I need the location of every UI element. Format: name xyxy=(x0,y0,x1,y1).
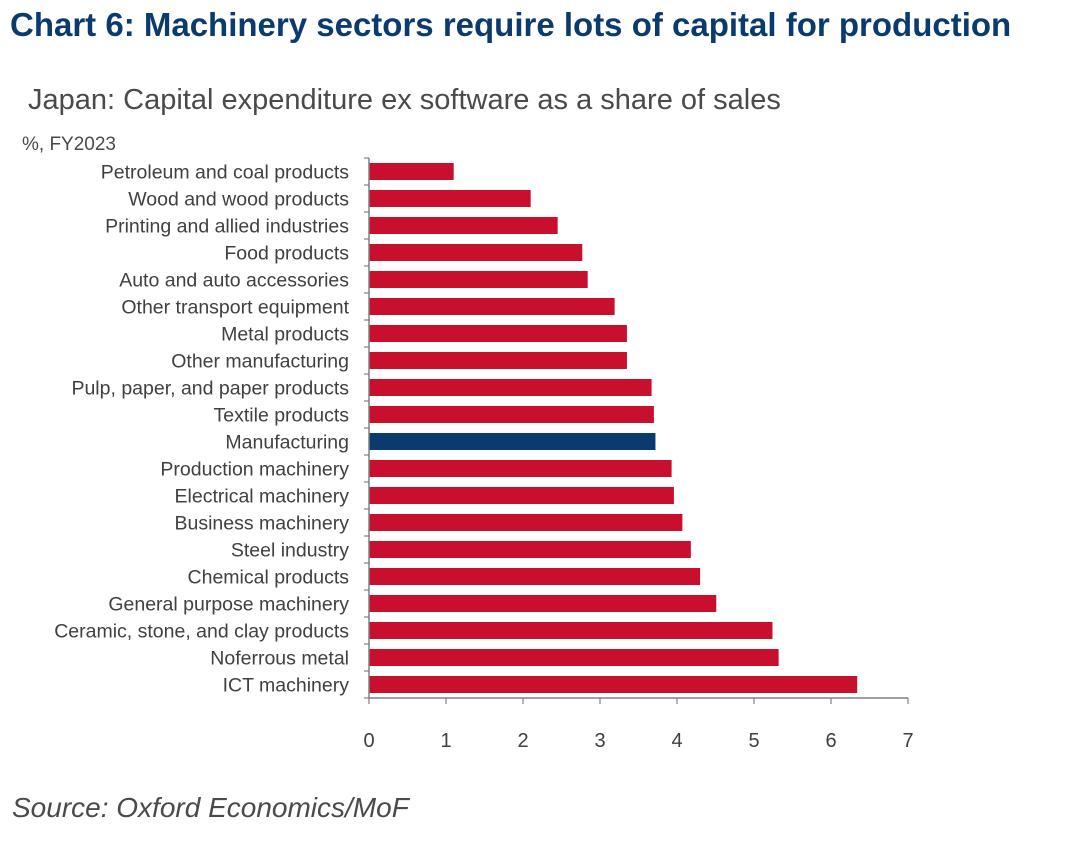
bar-pulp-paper-and-paper-products xyxy=(369,379,652,396)
category-label: Noferrous metal xyxy=(210,648,349,670)
tick-labels: 0 1 2 3 4 5 6 7 xyxy=(363,730,913,752)
category-label: Steel industry xyxy=(231,540,349,562)
bar-wood-and-wood-products xyxy=(369,190,531,207)
unit-label: %, FY2023 xyxy=(22,134,116,155)
bar-manufacturing xyxy=(369,433,656,450)
category-label: Auto and auto accessories xyxy=(119,270,349,292)
category-label: Ceramic, stone, and clay products xyxy=(54,621,349,643)
category-label: Food products xyxy=(224,243,349,265)
bar-petroleum-and-coal-products xyxy=(369,163,454,180)
bars-group xyxy=(369,163,858,693)
bar-ict-machinery xyxy=(369,676,858,693)
x-tick-label: 5 xyxy=(748,730,759,752)
category-label: Textile products xyxy=(214,405,350,427)
bar-steel-industry xyxy=(369,541,691,558)
bar-business-machinery xyxy=(369,514,683,531)
category-label: Petroleum and coal products xyxy=(101,162,349,184)
x-tick-label: 1 xyxy=(440,730,451,752)
category-label: ICT machinery xyxy=(223,675,350,697)
x-tick-label: 2 xyxy=(517,730,528,752)
category-label: Business machinery xyxy=(175,513,350,535)
x-tick-label: 7 xyxy=(902,730,913,752)
source-note: Source: Oxford Economics/MoF xyxy=(12,792,409,823)
category-label: General purpose machinery xyxy=(108,594,349,616)
category-label: Manufacturing xyxy=(225,432,349,454)
chart-subtitle: Japan: Capital expenditure ex software a… xyxy=(28,84,781,116)
category-label: Other manufacturing xyxy=(171,351,349,373)
bar-food-products xyxy=(369,244,583,261)
category-label: Printing and allied industries xyxy=(105,216,349,238)
category-label: Metal products xyxy=(221,324,349,346)
x-tick-label: 0 xyxy=(363,730,374,752)
bar-auto-and-auto-accessories xyxy=(369,271,588,288)
category-labels: Petroleum and coal products Wood and wood… xyxy=(54,162,349,697)
bar-other-transport-equipment xyxy=(369,298,615,315)
category-label: Pulp, paper, and paper products xyxy=(71,378,349,400)
category-label: Wood and wood products xyxy=(128,189,349,211)
axes-group xyxy=(364,157,909,704)
bar-textile-products xyxy=(369,406,654,423)
category-label: Other transport equipment xyxy=(121,297,349,319)
category-label: Electrical machinery xyxy=(175,486,350,508)
bar-chemical-products xyxy=(369,568,701,585)
bar-printing-and-allied-industries xyxy=(369,217,558,234)
bar-other-manufacturing xyxy=(369,352,627,369)
bar-production-machinery xyxy=(369,460,672,477)
category-label: Chemical products xyxy=(188,567,350,589)
chart-title: Chart 6: Machinery sectors require lots … xyxy=(10,6,1012,43)
x-tick-label: 4 xyxy=(671,730,682,752)
bar-electrical-machinery xyxy=(369,487,674,504)
bar-noferrous-metal xyxy=(369,649,779,666)
bar-general-purpose-machinery xyxy=(369,595,717,612)
bar-ceramic-stone-and-clay-products xyxy=(369,622,773,639)
x-tick-label: 3 xyxy=(594,730,605,752)
x-tick-label: 6 xyxy=(825,730,836,752)
category-label: Production machinery xyxy=(160,459,349,481)
bar-metal-products xyxy=(369,325,627,342)
